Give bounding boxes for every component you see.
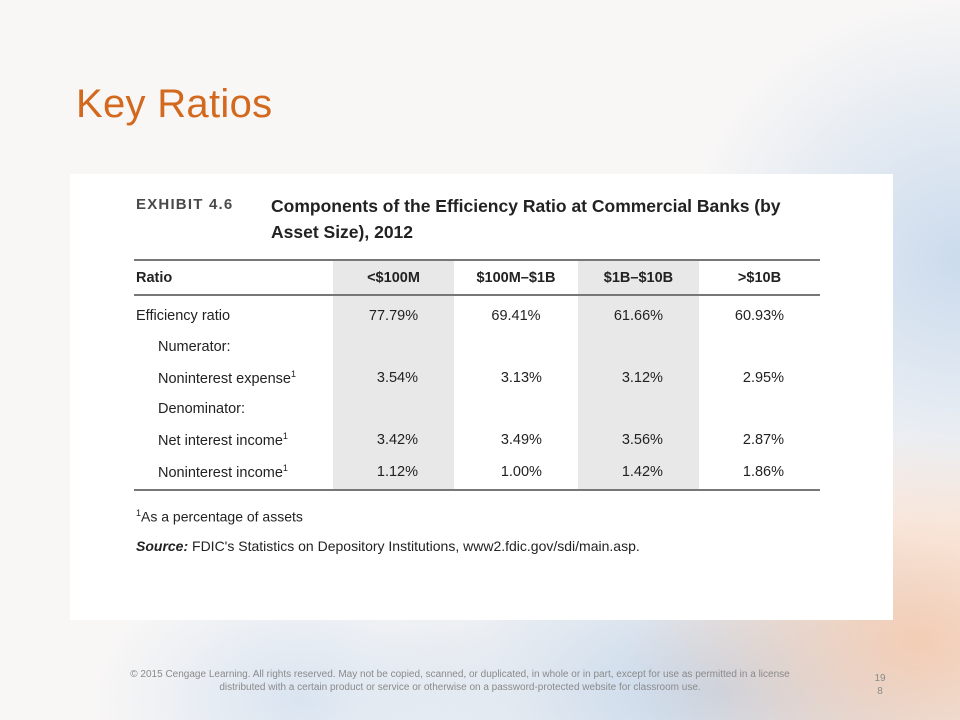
footnote-mark: 1 [282, 463, 288, 474]
row-label: Noninterest income [158, 464, 283, 481]
table-cell: 77.79% [333, 295, 454, 331]
table-cell: 2.95% [742, 369, 784, 386]
table-cell: 1.12% [333, 455, 454, 491]
slide-number: 198 [874, 673, 886, 697]
exhibit-label: EXHIBIT 4.6 [136, 196, 234, 213]
table-row: Efficiency ratio 77.79% 69.41% 61.66% 60… [134, 295, 820, 331]
efficiency-ratio-table: Ratio <$100M $100M–$1B $1B–$10B >$10B Ef… [134, 259, 820, 491]
table-cell: 2.87% [742, 431, 784, 448]
exhibit-image: EXHIBIT 4.6 Components of the Efficiency… [70, 174, 893, 620]
table-cell [333, 331, 454, 362]
row-label: Efficiency ratio [136, 307, 231, 324]
source-text: FDIC's Statistics on Depository Institut… [188, 538, 640, 554]
table-cell [454, 393, 578, 424]
table-cell: 1.42% [577, 455, 699, 491]
table-cell: 3.42% [333, 424, 454, 455]
source-note: Source: FDIC's Statistics on Depository … [136, 538, 640, 554]
table-footnote: 1As a percentage of assets [136, 508, 303, 525]
table-cell: 61.66% [577, 295, 699, 331]
table-cell: 1.86% [698, 455, 820, 491]
table-cell: 3.56% [577, 424, 699, 455]
footnote-mark: 1 [136, 508, 142, 518]
table-cell [699, 331, 820, 362]
row-label: Denominator: [158, 400, 246, 417]
copyright-notice: © 2015 Cengage Learning. All rights rese… [130, 669, 790, 693]
table-cell [699, 393, 820, 424]
column-header-100m-1b: $100M–$1B [454, 259, 578, 296]
table-cell: 3.12% [577, 362, 699, 393]
row-label-cell: Net interest income1 [134, 424, 333, 455]
footnote-mark: 1 [282, 430, 288, 441]
table-row: Numerator: [134, 331, 820, 362]
table-row: Noninterest income1 1.12% 1.00% 1.42% 1.… [134, 455, 820, 491]
table-row: Denominator: [134, 393, 820, 424]
footnote-text: As a percentage of assets [141, 508, 303, 525]
column-header-ratio: Ratio [134, 259, 333, 296]
column-header-over-10b: >$10B [698, 259, 820, 296]
table-cell [577, 331, 699, 362]
table-cell: 1.00% [454, 455, 578, 491]
row-label: Noninterest expense [158, 370, 291, 387]
row-label-cell: Noninterest expense1 [134, 362, 333, 393]
table-cell [577, 393, 699, 424]
row-label-cell: Noninterest income1 [134, 455, 333, 491]
footnote-mark: 1 [291, 368, 297, 379]
slide-title: Key Ratios [76, 82, 273, 126]
table-cell: 60.93% [734, 307, 785, 324]
table-cell: 3.54% [333, 362, 454, 393]
source-label: Source: [136, 538, 189, 554]
exhibit-title: Components of the Efficiency Ratio at Co… [271, 196, 781, 242]
table-cell [454, 331, 578, 362]
column-header-1b-10b: $1B–$10B [577, 259, 699, 296]
row-label: Numerator: [158, 338, 231, 355]
table-row: Net interest income1 3.42% 3.49% 3.56% 2… [134, 424, 820, 455]
table-cell: 3.13% [500, 369, 542, 386]
row-label: Net interest income [158, 432, 283, 449]
column-header-under-100m: <$100M [333, 259, 454, 296]
table-header-row: Ratio <$100M $100M–$1B $1B–$10B >$10B [134, 259, 820, 296]
table-cell [333, 393, 454, 424]
table-cell: 3.49% [500, 431, 542, 448]
table-row: Noninterest expense1 3.54% 3.13% 3.12% 2… [134, 362, 820, 393]
table-cell: 69.41% [491, 307, 541, 324]
